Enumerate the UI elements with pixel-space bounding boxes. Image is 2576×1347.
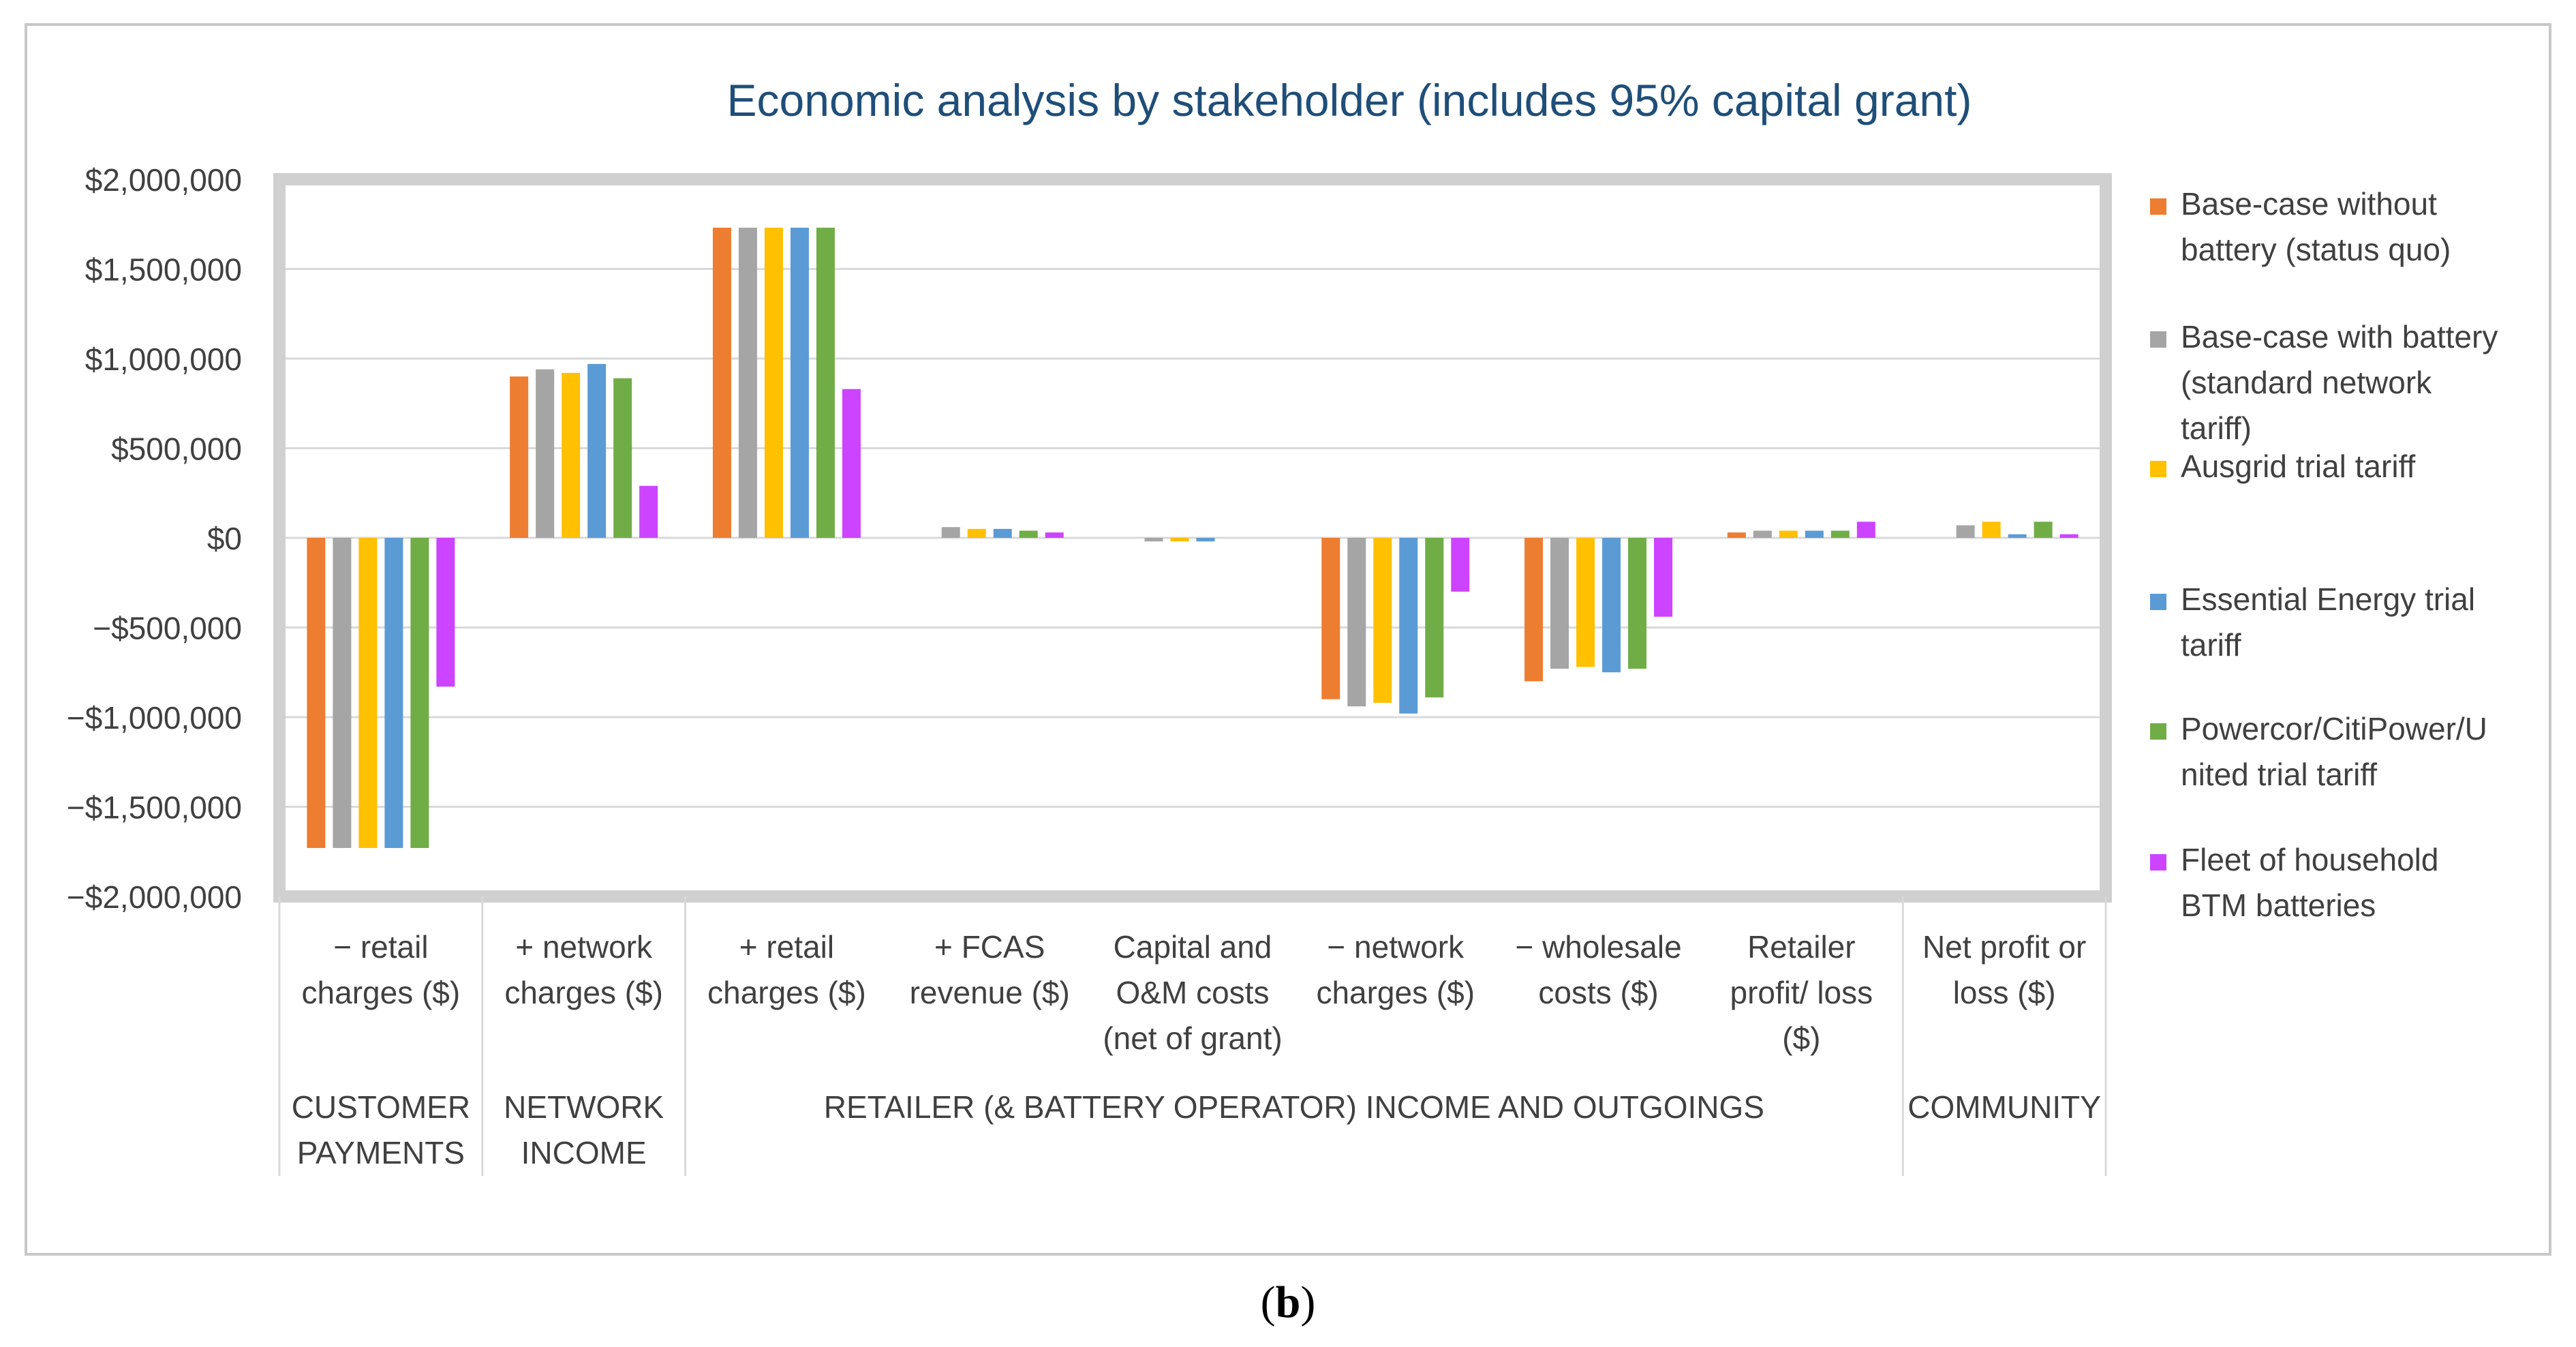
y-tick-label: −$1,500,000 bbox=[67, 790, 242, 826]
bar bbox=[587, 363, 607, 538]
bar bbox=[1956, 525, 1975, 538]
caption-close: ) bbox=[1300, 1277, 1315, 1327]
bar bbox=[1550, 538, 1569, 669]
figure-caption: (b) bbox=[1261, 1277, 1316, 1327]
y-tick-label: −$1,000,000 bbox=[67, 700, 242, 736]
bars bbox=[307, 228, 2079, 848]
x-tick-label: Retailer profit/ loss ($) bbox=[1730, 929, 1873, 1056]
caption-letter: b bbox=[1276, 1277, 1301, 1327]
y-tick-label: −$500,000 bbox=[93, 611, 242, 646]
bar bbox=[816, 228, 835, 538]
bar bbox=[1451, 538, 1470, 592]
bar bbox=[1045, 532, 1064, 538]
bar bbox=[1982, 521, 2001, 538]
bar bbox=[1856, 521, 1875, 538]
y-tick-label: $1,500,000 bbox=[85, 252, 242, 288]
bar bbox=[1373, 538, 1392, 703]
y-tick-label: $1,000,000 bbox=[85, 342, 242, 377]
bar bbox=[1425, 538, 1444, 698]
bar bbox=[1524, 538, 1544, 682]
legend-label: Essential Energy trial tariff bbox=[2181, 581, 2475, 663]
x-tick-label: − network charges ($) bbox=[1316, 929, 1475, 1010]
legend-label: Ausgrid trial tariff bbox=[2181, 449, 2416, 484]
bar bbox=[1347, 538, 1366, 707]
bar bbox=[1805, 530, 1824, 538]
y-tick-label: $500,000 bbox=[111, 432, 242, 467]
legend-swatch bbox=[2150, 198, 2166, 215]
bar bbox=[1753, 530, 1772, 538]
bar bbox=[842, 389, 861, 538]
bar bbox=[993, 528, 1012, 538]
y-tick-label: −$2,000,000 bbox=[67, 879, 242, 915]
bar bbox=[384, 538, 403, 848]
chart-frame bbox=[25, 23, 2551, 1256]
bar bbox=[358, 538, 378, 848]
bar bbox=[307, 538, 326, 848]
bar bbox=[764, 228, 783, 538]
plot-area-border bbox=[273, 173, 2112, 903]
caption-open: ( bbox=[1261, 1277, 1276, 1327]
legend-swatch bbox=[2150, 854, 2166, 871]
bar bbox=[2008, 534, 2027, 538]
bar bbox=[333, 538, 352, 848]
bar bbox=[1628, 538, 1647, 669]
y-tick-label: $0 bbox=[207, 521, 242, 556]
x-tick-label: + network charges ($) bbox=[504, 929, 663, 1010]
bar bbox=[967, 528, 986, 538]
legend-label: Base-case with battery (standard network t… bbox=[2181, 319, 2498, 446]
group-label: COMMUNITY bbox=[1907, 1089, 2101, 1125]
group-label: CUSTOMER PAYMENTS bbox=[292, 1089, 470, 1170]
bar bbox=[738, 228, 757, 538]
legend-label: Fleet of household BTM batteries bbox=[2181, 842, 2439, 923]
bar bbox=[639, 485, 658, 538]
bar bbox=[410, 538, 429, 848]
bar bbox=[1170, 538, 1189, 542]
bar bbox=[1196, 538, 1215, 542]
bar bbox=[1399, 538, 1418, 714]
legend: Base-case without battery (status quo) Bas… bbox=[2150, 186, 2498, 923]
x-tick-label: + retail charges ($) bbox=[707, 929, 866, 1010]
x-tick-label: − retail charges ($) bbox=[302, 929, 461, 1010]
bar bbox=[1727, 532, 1746, 538]
bar bbox=[1321, 538, 1340, 699]
y-tick-label: $2,000,000 bbox=[85, 162, 242, 198]
bar bbox=[2059, 534, 2079, 538]
legend-swatch bbox=[2150, 461, 2166, 477]
bar bbox=[941, 527, 960, 538]
group-label: NETWORK INCOME bbox=[504, 1089, 664, 1170]
bar bbox=[1576, 538, 1595, 667]
bar bbox=[1602, 538, 1621, 673]
bar bbox=[1779, 530, 1798, 538]
bar bbox=[510, 376, 529, 538]
legend-label: Powercor/CitiPower/U nited trial tariff bbox=[2181, 711, 2487, 792]
group-label: RETAILER (& BATTERY OPERATOR) INCOME AND… bbox=[824, 1089, 1764, 1125]
bar bbox=[2034, 521, 2053, 538]
x-tick-label: + FCAS revenue ($) bbox=[910, 929, 1070, 1010]
bar bbox=[1654, 538, 1673, 617]
legend-swatch bbox=[2150, 723, 2166, 740]
chart-title: Economic analysis by stakeholder (includ… bbox=[727, 75, 1972, 125]
bar bbox=[1019, 530, 1038, 538]
x-tick-label: − wholesale costs ($) bbox=[1515, 929, 1681, 1010]
bar bbox=[613, 378, 632, 538]
x-axis: − retail charges ($) + network charges ($) +… bbox=[278, 896, 2107, 1176]
legend-swatch bbox=[2150, 594, 2166, 610]
y-axis: $2,000,000 $1,500,000 $1,000,000 $500,000 $0… bbox=[67, 162, 242, 915]
x-tick-label: Capital and O&M costs (net of grant) bbox=[1103, 929, 1282, 1056]
legend-label: Base-case without battery (status quo) bbox=[2181, 186, 2451, 267]
bar bbox=[562, 373, 581, 538]
bar bbox=[1144, 538, 1163, 542]
bar bbox=[536, 369, 555, 538]
bar bbox=[712, 228, 731, 538]
legend-swatch bbox=[2150, 331, 2166, 348]
bar bbox=[790, 228, 809, 538]
bar bbox=[1830, 530, 1850, 538]
bar bbox=[436, 538, 455, 687]
x-tick-label: Net profit or loss ($) bbox=[1922, 929, 2086, 1010]
